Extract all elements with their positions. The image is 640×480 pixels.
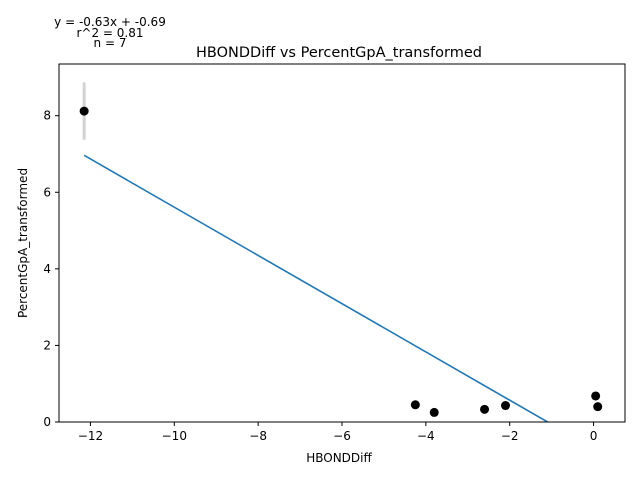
x-axis-label: HBONDDiff <box>306 451 372 465</box>
x-tick-label: −12 <box>78 429 103 443</box>
data-point <box>410 400 420 410</box>
x-tick-label: −10 <box>162 429 187 443</box>
n-annotation: n = 7 <box>94 36 127 50</box>
data-point <box>429 407 439 417</box>
data-point <box>480 404 490 414</box>
x-tick-label: −6 <box>333 429 351 443</box>
y-tick-label: 8 <box>43 109 51 123</box>
equation-annotation: y = -0.63x + -0.69 <box>54 15 166 29</box>
x-tick-label: −4 <box>417 429 435 443</box>
y-axis-label: PercentGpA_transformed <box>16 168 30 318</box>
x-tick-label: −8 <box>249 429 267 443</box>
y-tick-label: 2 <box>43 338 51 352</box>
x-tick-label: 0 <box>590 429 598 443</box>
x-tick-label: −2 <box>501 429 519 443</box>
fit-line <box>83 154 550 422</box>
plot-frame <box>58 63 626 423</box>
r2-annotation: r^2 = 0.81 <box>76 26 143 40</box>
data-point <box>591 391 601 401</box>
data-point <box>79 106 89 116</box>
y-tick-label: 4 <box>43 262 51 276</box>
data-point <box>501 401 511 411</box>
y-tick-label: 6 <box>43 185 51 199</box>
y-tick-label: 0 <box>43 415 51 429</box>
chart-title: HBONDDiff vs PercentGpA_transformed <box>196 45 482 61</box>
data-point <box>593 402 603 412</box>
